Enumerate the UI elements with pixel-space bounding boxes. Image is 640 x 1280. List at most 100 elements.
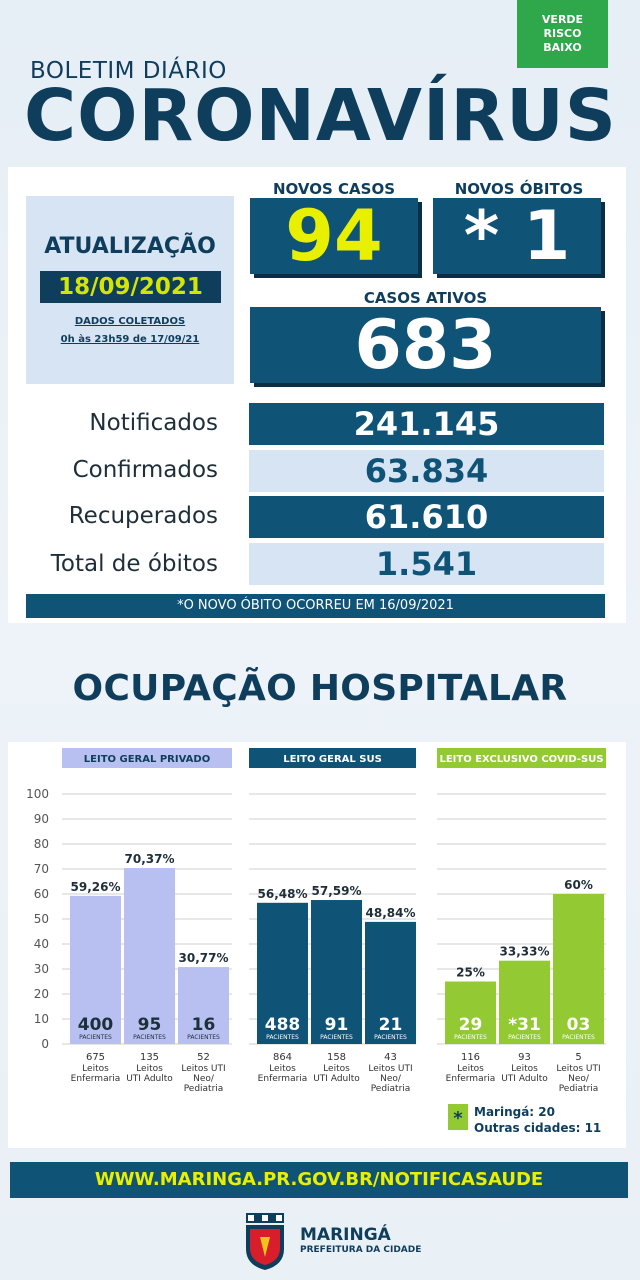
category-label-line3: Pediatria xyxy=(559,1084,599,1094)
y-tick-label: 30 xyxy=(34,962,49,976)
category-beds: 93 xyxy=(518,1052,531,1063)
category-label-line1: Leitos xyxy=(511,1064,538,1074)
bar xyxy=(257,902,308,1044)
bar-patients-label: PACIENTES xyxy=(374,1034,407,1041)
category-label-line1: Leitos UTI xyxy=(368,1064,412,1074)
bar-patients-label: PACIENTES xyxy=(133,1034,166,1041)
y-tick-label: 50 xyxy=(34,912,49,926)
new-cases-box: 94 xyxy=(250,195,418,277)
bar-patients-value: 16 xyxy=(192,1015,216,1035)
recovered-label: Recuperados xyxy=(68,503,218,529)
group-header-label: LEITO GERAL SUS xyxy=(283,754,382,765)
total-deaths-label: Total de óbitos xyxy=(50,551,218,577)
category-label-line3: Pediatria xyxy=(184,1084,224,1094)
bar xyxy=(70,895,121,1044)
new-cases-value: 94 xyxy=(285,195,383,277)
category-label-line2: Neo/ xyxy=(193,1074,215,1084)
category-beds: 158 xyxy=(327,1052,346,1063)
city-crest-icon xyxy=(246,1213,284,1270)
logo-name: MARINGÁ xyxy=(300,1225,391,1245)
category-beds: 43 xyxy=(384,1052,397,1063)
group-header-label: LEITO GERAL PRIVADO xyxy=(84,754,210,765)
y-tick-label: 60 xyxy=(34,887,49,901)
bar xyxy=(445,981,496,1044)
active-cases-label: CASOS ATIVOS xyxy=(363,289,488,307)
bar-percent-label: 57,59% xyxy=(312,884,362,898)
bar-percent-label: 30,77% xyxy=(179,951,229,965)
y-tick-label: 20 xyxy=(34,987,49,1001)
death-footnote: *O NOVO ÓBITO OCORREU EM 16/09/2021 xyxy=(26,594,605,618)
bar-percent-label: 60% xyxy=(564,878,593,892)
category-label-line1: Leitos xyxy=(82,1064,109,1074)
category-label-line2: Enfermaria xyxy=(71,1074,121,1084)
bar-patients-label: PACIENTES xyxy=(79,1034,112,1041)
category-beds: 864 xyxy=(273,1052,292,1063)
active-cases-value: 683 xyxy=(354,305,497,385)
category-label-line2: UTI Adulto xyxy=(126,1074,173,1084)
category-beds: 52 xyxy=(197,1052,210,1063)
logo-subtitle: PREFEITURA DA CIDADE xyxy=(300,1245,422,1255)
bar xyxy=(124,868,175,1044)
confirmed-label: Confirmados xyxy=(72,457,218,483)
new-deaths-value: * 1 xyxy=(463,196,571,276)
y-tick-label: 80 xyxy=(34,837,49,851)
bar xyxy=(365,921,416,1044)
new-cases-label: NOVOS CASOS xyxy=(273,180,395,198)
y-tick-label: 40 xyxy=(34,937,49,951)
bar-patients-value: 03 xyxy=(567,1015,591,1035)
bar-patients-value: 21 xyxy=(379,1015,403,1035)
legend-line2: Outras cidades: 11 xyxy=(474,1121,601,1135)
category-label-line2: UTI Adulto xyxy=(501,1074,548,1084)
category-label-line1: Leitos xyxy=(136,1064,163,1074)
bar-patients-value: 400 xyxy=(78,1015,114,1035)
category-label-line1: Leitos UTI xyxy=(556,1064,600,1074)
bulletin-kicker: BOLETIM DIÁRIO xyxy=(30,58,227,84)
recovered-value: 61.610 xyxy=(249,496,604,538)
bar-percent-label: 70,37% xyxy=(125,852,175,866)
y-tick-label: 70 xyxy=(34,862,49,876)
bar-patients-label: PACIENTES xyxy=(187,1034,220,1041)
category-label-line1: Leitos xyxy=(269,1064,296,1074)
risk-line-3: BAIXO xyxy=(543,41,582,54)
category-label-line2: Neo/ xyxy=(568,1074,590,1084)
category-label-line1: Leitos UTI xyxy=(181,1064,225,1074)
update-note-line2: 0h às 23h59 de 17/09/21 xyxy=(60,334,200,345)
notified-label: Notificados xyxy=(89,410,218,436)
category-beds: 135 xyxy=(140,1052,159,1063)
bar-patients-value: 488 xyxy=(265,1015,301,1035)
update-title: ATUALIZAÇÃO xyxy=(44,234,216,259)
group-header xyxy=(62,748,232,768)
bar-patients-value: *31 xyxy=(508,1015,541,1035)
group-header xyxy=(249,748,416,768)
y-tick-label: 10 xyxy=(34,1012,49,1026)
new-deaths-box: * 1 xyxy=(433,196,601,276)
y-tick-label: 90 xyxy=(34,812,49,826)
notified-value: 241.145 xyxy=(249,403,604,445)
group-header xyxy=(437,748,606,768)
bar xyxy=(499,960,550,1044)
confirmed-value: 63.834 xyxy=(249,450,604,492)
active-cases-box: 683 xyxy=(250,305,601,385)
risk-line-1: VERDE xyxy=(541,13,584,26)
bar xyxy=(553,894,604,1044)
bar-percent-label: 59,26% xyxy=(71,880,121,894)
bar-patients-value: 95 xyxy=(138,1015,162,1035)
category-beds: 675 xyxy=(86,1052,105,1063)
bar-percent-label: 25% xyxy=(456,966,485,980)
category-beds: 116 xyxy=(461,1052,480,1063)
new-deaths-label: NOVOS ÓBITOS xyxy=(454,180,584,198)
footer-url[interactable]: WWW.MARINGA.PR.GOV.BR/NOTIFICASAUDE xyxy=(10,1162,628,1198)
risk-line-2: RISCO xyxy=(543,27,582,40)
bar-patients-label: PACIENTES xyxy=(454,1034,487,1041)
bar-patients-value: 91 xyxy=(325,1015,349,1035)
y-tick-label: 0 xyxy=(41,1037,49,1051)
update-note-line1: DADOS COLETADOS xyxy=(74,316,186,327)
group-header-label: LEITO EXCLUSIVO COVID-SUS xyxy=(439,754,603,765)
category-label-line1: Leitos xyxy=(457,1064,484,1074)
risk-badge: VERDE RISCO BAIXO xyxy=(517,0,608,68)
bar-patients-label: PACIENTES xyxy=(508,1034,541,1041)
category-label-line2: Enfermaria xyxy=(258,1074,308,1084)
category-label-line1: Leitos xyxy=(323,1064,350,1074)
occupancy-title: OCUPAÇÃO HOSPITALAR xyxy=(72,668,568,709)
bar-patients-value: 29 xyxy=(459,1015,483,1035)
